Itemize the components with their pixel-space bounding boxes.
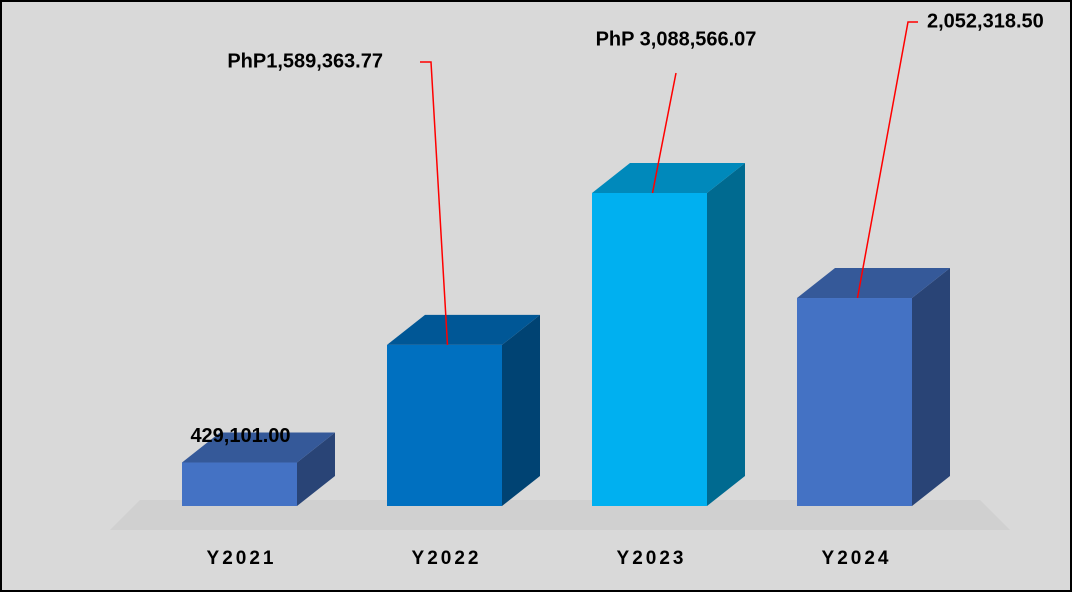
bar-top <box>387 314 540 345</box>
bar-side <box>912 268 950 506</box>
x-tick-label: Y2023 <box>617 548 687 569</box>
bar <box>387 344 502 506</box>
bar-side <box>297 432 335 506</box>
bar-top <box>592 163 745 193</box>
data-label: PhP 3,088,566.07 <box>596 28 757 50</box>
x-tick-label: Y2024 <box>822 548 892 569</box>
x-tick-label: Y2022 <box>412 548 482 569</box>
bar <box>182 462 297 506</box>
data-label: PhP1,589,363.77 <box>227 50 383 72</box>
bar-side <box>707 163 745 506</box>
bar <box>592 193 707 506</box>
x-tick-label: Y2021 <box>207 548 277 569</box>
bar <box>797 298 912 506</box>
leader-line <box>651 72 677 194</box>
leader-line <box>420 61 449 345</box>
bar-top <box>182 432 335 463</box>
data-label: 429,101.00 <box>190 425 290 447</box>
bar-top <box>797 268 950 299</box>
bar-side <box>502 314 540 506</box>
leader-line <box>856 21 918 299</box>
data-label: 2,052,318.50 <box>927 10 1044 32</box>
floor <box>110 500 1010 530</box>
